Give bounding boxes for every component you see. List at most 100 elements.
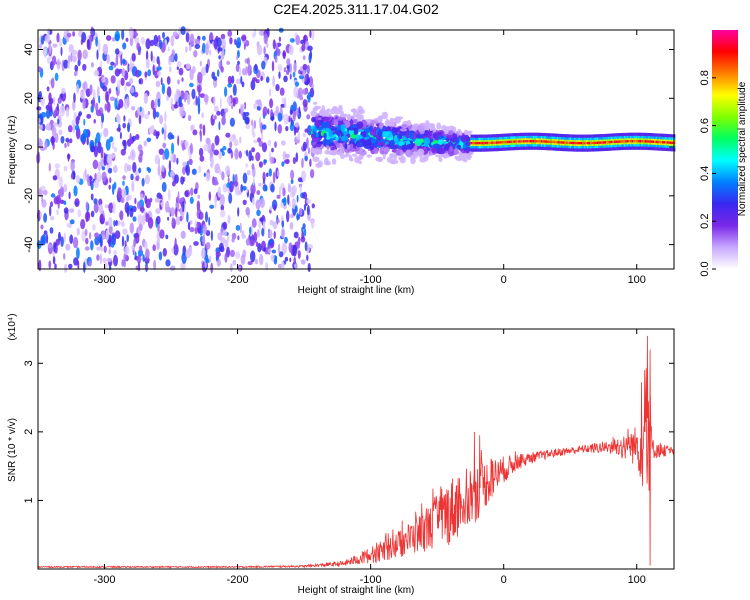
- spectrogram-cell: [156, 215, 161, 225]
- spectrogram-cell: [80, 134, 86, 143]
- spectrogram-cell: [301, 226, 304, 233]
- spectrogram-cell: [169, 66, 172, 73]
- spectrogram-cell: [356, 110, 362, 117]
- spectrogram-cell: [293, 62, 297, 73]
- spectrogram-cell: [232, 173, 235, 185]
- spectrogram-cell: [128, 26, 134, 39]
- spectrogram-cell: [255, 199, 261, 210]
- spectrogram-cell: [112, 165, 118, 174]
- spectrogram-cell: [43, 212, 48, 223]
- spectrogram-cell: [286, 58, 291, 66]
- snr-y-tick-label: 3: [23, 360, 35, 366]
- spectrogram-cell: [306, 198, 311, 204]
- spectrogram-cell: [263, 247, 267, 252]
- spectrogram-cell: [122, 175, 126, 180]
- spectrogram-cell: [137, 249, 144, 257]
- spectrogram-cell: [231, 237, 235, 243]
- spectrogram-cell: [293, 85, 299, 98]
- spectrogram-cell: [175, 207, 178, 218]
- spectrogram-cell: [476, 141, 479, 145]
- spectrogram-cell: [103, 245, 107, 253]
- spectrogram-cell: [232, 97, 236, 107]
- spectrogram-cell: [507, 140, 510, 144]
- spectrogram-cell: [232, 259, 237, 266]
- spectrogram-cell: [184, 140, 189, 149]
- spectrogram-cell: [663, 141, 666, 144]
- spectrogram-cell: [129, 207, 134, 218]
- spectrogram-cell: [317, 141, 324, 145]
- spectrogram-cell: [306, 205, 310, 216]
- spectrogram-cell: [464, 129, 468, 135]
- spectrogram-cell: [222, 221, 228, 230]
- spectrogram-cell: [198, 86, 201, 98]
- spectrogram-y-tick-label: -40: [23, 237, 35, 253]
- spectrogram-cell: [77, 49, 82, 61]
- spectrogram-cell: [266, 172, 269, 177]
- spectrogram-cell: [183, 93, 187, 103]
- spectrogram-cell: [232, 83, 237, 96]
- spectrogram-cell: [82, 49, 88, 60]
- spectrogram-cell: [106, 53, 110, 65]
- spectrogram-cell: [297, 87, 303, 98]
- spectrogram-cell: [567, 141, 570, 144]
- spectrogram-cell: [117, 79, 121, 91]
- spectrogram-cell: [309, 87, 315, 98]
- spectrogram-marks: [35, 26, 676, 274]
- spectrogram-cell: [94, 172, 97, 181]
- spectrogram-cell: [337, 140, 342, 144]
- spectrogram-cell: [287, 184, 292, 193]
- spectrogram-cell: [265, 185, 268, 192]
- spectrogram-cell: [166, 95, 169, 101]
- spectrogram-cell: [149, 39, 155, 47]
- spectrogram-cell: [569, 141, 572, 145]
- spectrogram-cell: [228, 192, 233, 204]
- spectrogram-cell: [389, 139, 395, 148]
- spectrogram-cell: [203, 144, 209, 152]
- spectrogram-cell: [58, 231, 61, 242]
- spectrogram-cell: [95, 132, 101, 144]
- spectrogram-cell: [191, 88, 196, 100]
- spectrogram-cell: [132, 216, 137, 222]
- spectrogram-cell: [101, 230, 107, 240]
- spectrogram-cell: [166, 86, 172, 98]
- spectrogram-cell: [224, 86, 228, 98]
- spectrogram-cell: [654, 140, 657, 143]
- spectrogram-cell: [210, 262, 214, 274]
- spectrogram-cell: [71, 55, 77, 63]
- spectrogram-cell: [253, 231, 258, 243]
- spectrogram-cell: [110, 75, 116, 84]
- spectrogram-cell: [256, 190, 261, 196]
- spectrogram-cell: [182, 161, 188, 167]
- spectrogram-cell: [273, 231, 276, 239]
- spectrogram-cell: [171, 217, 175, 226]
- spectrogram-cell: [199, 212, 204, 220]
- spectrogram-y-tick-label: 20: [23, 92, 35, 104]
- spectrogram-cell: [446, 138, 449, 142]
- spectrogram-cell: [81, 230, 86, 242]
- spectrogram-cell: [260, 122, 263, 134]
- spectrogram-cell: [180, 262, 184, 271]
- spectrogram-cell: [642, 140, 646, 143]
- spectrogram-cell: [120, 54, 123, 66]
- spectrogram-cell: [202, 124, 206, 136]
- spectrogram-x-tick-label: -300: [94, 274, 116, 286]
- spectrogram-cell: [243, 101, 247, 110]
- spectrogram-cell: [157, 71, 161, 77]
- spectrogram-cell: [171, 142, 175, 155]
- spectrogram-cell: [252, 197, 255, 206]
- spectrogram-cell: [90, 193, 94, 201]
- spectrogram-cell: [241, 68, 247, 76]
- spectrogram-cell: [292, 109, 296, 122]
- spectrogram-cell: [331, 158, 337, 165]
- spectrogram-cell: [118, 98, 124, 109]
- spectrogram-cell: [205, 211, 208, 223]
- spectrogram-cell: [596, 141, 599, 144]
- spectrogram-cell: [310, 147, 317, 154]
- spectrogram-cell: [109, 136, 114, 143]
- spectrogram-cell: [180, 90, 185, 100]
- spectrogram-cell: [40, 224, 44, 230]
- spectrogram-cell: [50, 77, 55, 89]
- spectrogram-cell: [234, 38, 237, 46]
- snr-y-ticks: 1 2 3: [23, 360, 674, 503]
- spectrogram-cell: [154, 98, 157, 110]
